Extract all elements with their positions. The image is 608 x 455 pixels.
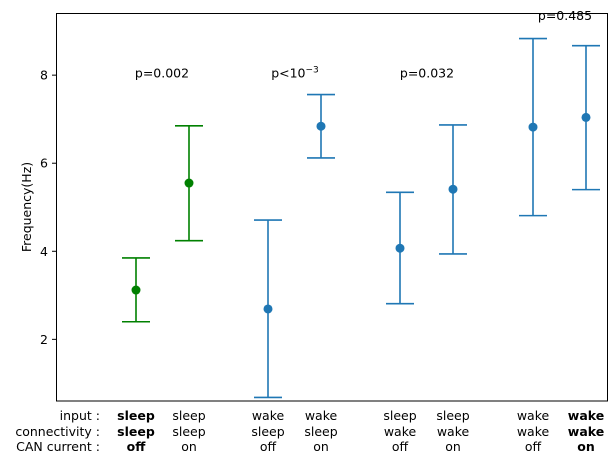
condition-label: sleep: [172, 408, 205, 423]
error-bar: [175, 124, 203, 242]
condition-label: wake: [252, 408, 285, 423]
condition-label: wake: [568, 408, 604, 423]
error-bar: [307, 93, 335, 159]
error-bar: [439, 124, 467, 255]
mean-point: [395, 243, 405, 253]
condition-label: sleep: [172, 424, 205, 439]
error-bar: [254, 219, 282, 399]
condition-labels: sleepsleepoffsleepsleeponwakesleepoffwak…: [117, 408, 604, 454]
condition-label: on: [313, 439, 329, 454]
condition-label: on: [181, 439, 197, 454]
error-bar: [572, 44, 600, 191]
condition-label: sleep: [117, 424, 155, 439]
error-bars: [122, 37, 600, 399]
mean-point: [581, 112, 591, 122]
condition-label: off: [392, 439, 409, 454]
p-value-label: p=0.032: [400, 65, 454, 80]
mean-point: [263, 304, 273, 314]
row-label: CAN current :: [16, 439, 100, 454]
error-bar: [122, 257, 150, 323]
p-value-label: p<10−3: [271, 65, 319, 80]
condition-label: sleep: [436, 408, 469, 423]
row-label: input :: [60, 408, 100, 423]
condition-row-labels: input :connectivity :CAN current :: [15, 408, 100, 454]
y-axis-label: Frequency(Hz): [19, 162, 34, 252]
p-value-annotations: p=0.002 p<10−3 p=0.032 p=0.485: [135, 8, 592, 80]
mean-point: [131, 285, 141, 295]
condition-label: on: [577, 439, 595, 454]
condition-label: wake: [568, 424, 604, 439]
y-tick-label: 8: [40, 68, 48, 83]
mean-point: [316, 121, 326, 131]
p-value-label: p=0.002: [135, 65, 189, 80]
y-tick-label: 6: [40, 156, 48, 171]
p-value-label: p=0.485: [538, 8, 592, 23]
condition-label: sleep: [251, 424, 284, 439]
condition-label: wake: [384, 424, 417, 439]
condition-label: wake: [305, 408, 338, 423]
condition-label: on: [445, 439, 461, 454]
condition-label: sleep: [304, 424, 337, 439]
y-tick-label: 4: [40, 244, 48, 259]
condition-label: wake: [517, 408, 550, 423]
mean-point: [528, 122, 538, 132]
y-tick-label: 2: [40, 332, 48, 347]
error-bar: [519, 37, 547, 217]
condition-label: off: [525, 439, 542, 454]
y-axis: 2 4 6 8: [40, 68, 57, 347]
mean-point: [448, 184, 458, 194]
condition-label: off: [260, 439, 277, 454]
condition-label: sleep: [383, 408, 416, 423]
row-label: connectivity :: [15, 424, 100, 439]
condition-label: wake: [437, 424, 470, 439]
condition-label: off: [127, 439, 147, 454]
error-bar: [386, 191, 414, 305]
condition-label: sleep: [117, 408, 155, 423]
condition-label: wake: [517, 424, 550, 439]
mean-point: [184, 178, 194, 188]
